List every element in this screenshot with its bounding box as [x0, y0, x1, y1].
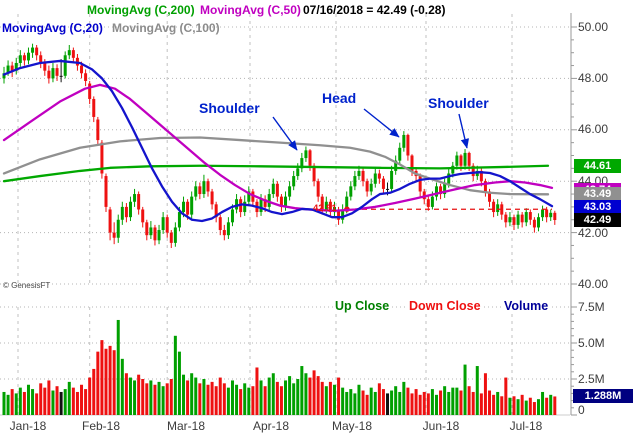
volume-legend-down: Down Close	[407, 299, 483, 313]
badge-ma200-value: 44.61	[574, 159, 621, 173]
month-label-apr: Apr-18	[252, 419, 290, 433]
badge-ma20-value: 43.03	[574, 200, 621, 214]
legend-date-quote: 07/16/2018 = 42.49 (-0.28)	[303, 3, 446, 17]
badge-ma100-value: 43.49	[574, 187, 621, 201]
shoulder-right-arrow	[458, 113, 470, 149]
volume-axis-label-5m: 5.0M	[578, 336, 605, 350]
annotation-right-shoulder: Shoulder	[428, 95, 489, 111]
legend-ma200: MovingAvg (C,200)	[87, 3, 195, 17]
price-axis-label-48: 48.00	[578, 71, 609, 85]
volume-legend-volume: Volume	[502, 299, 551, 313]
price-axis-label-40: 40.00	[578, 277, 609, 291]
volume-axis-label-0: 0	[578, 403, 585, 417]
legend-ma100: MovingAvg (C,100)	[112, 21, 220, 35]
annotation-left-shoulder: Shoulder	[199, 100, 260, 116]
volume-axis-label-7-5m: 7.5M	[578, 300, 605, 314]
month-label-jan: Jan-18	[9, 419, 47, 433]
month-label-jun: Jun-18	[422, 419, 460, 433]
legend-ma50: MovingAvg (C,50)	[200, 3, 301, 17]
badge-last-volume: 1.288M	[573, 389, 633, 403]
price-axis-label-46: 46.00	[578, 122, 609, 136]
neckline-price-label: 42.91	[313, 203, 337, 214]
shoulder-left-arrow	[272, 116, 298, 151]
volume-axis-label-2-5m: 2.5M	[578, 372, 605, 386]
month-label-jul: Jul-18	[509, 419, 543, 433]
badge-last-price: 42.49	[574, 213, 621, 227]
month-label-mar: Mar-18	[166, 419, 205, 433]
legend-ma20: MovingAvg (C,20)	[2, 21, 103, 35]
head-arrow	[363, 108, 400, 138]
volume-legend-up: Up Close	[333, 299, 392, 313]
annotation-head: Head	[322, 90, 357, 106]
price-axis-label-50: 50.00	[578, 20, 609, 34]
month-label-feb: Feb-18	[81, 419, 121, 433]
genesisft-watermark: © GenesisFT	[3, 281, 51, 290]
price-axis-label-42: 42.00	[578, 226, 609, 240]
month-label-may: May-18	[331, 419, 372, 433]
